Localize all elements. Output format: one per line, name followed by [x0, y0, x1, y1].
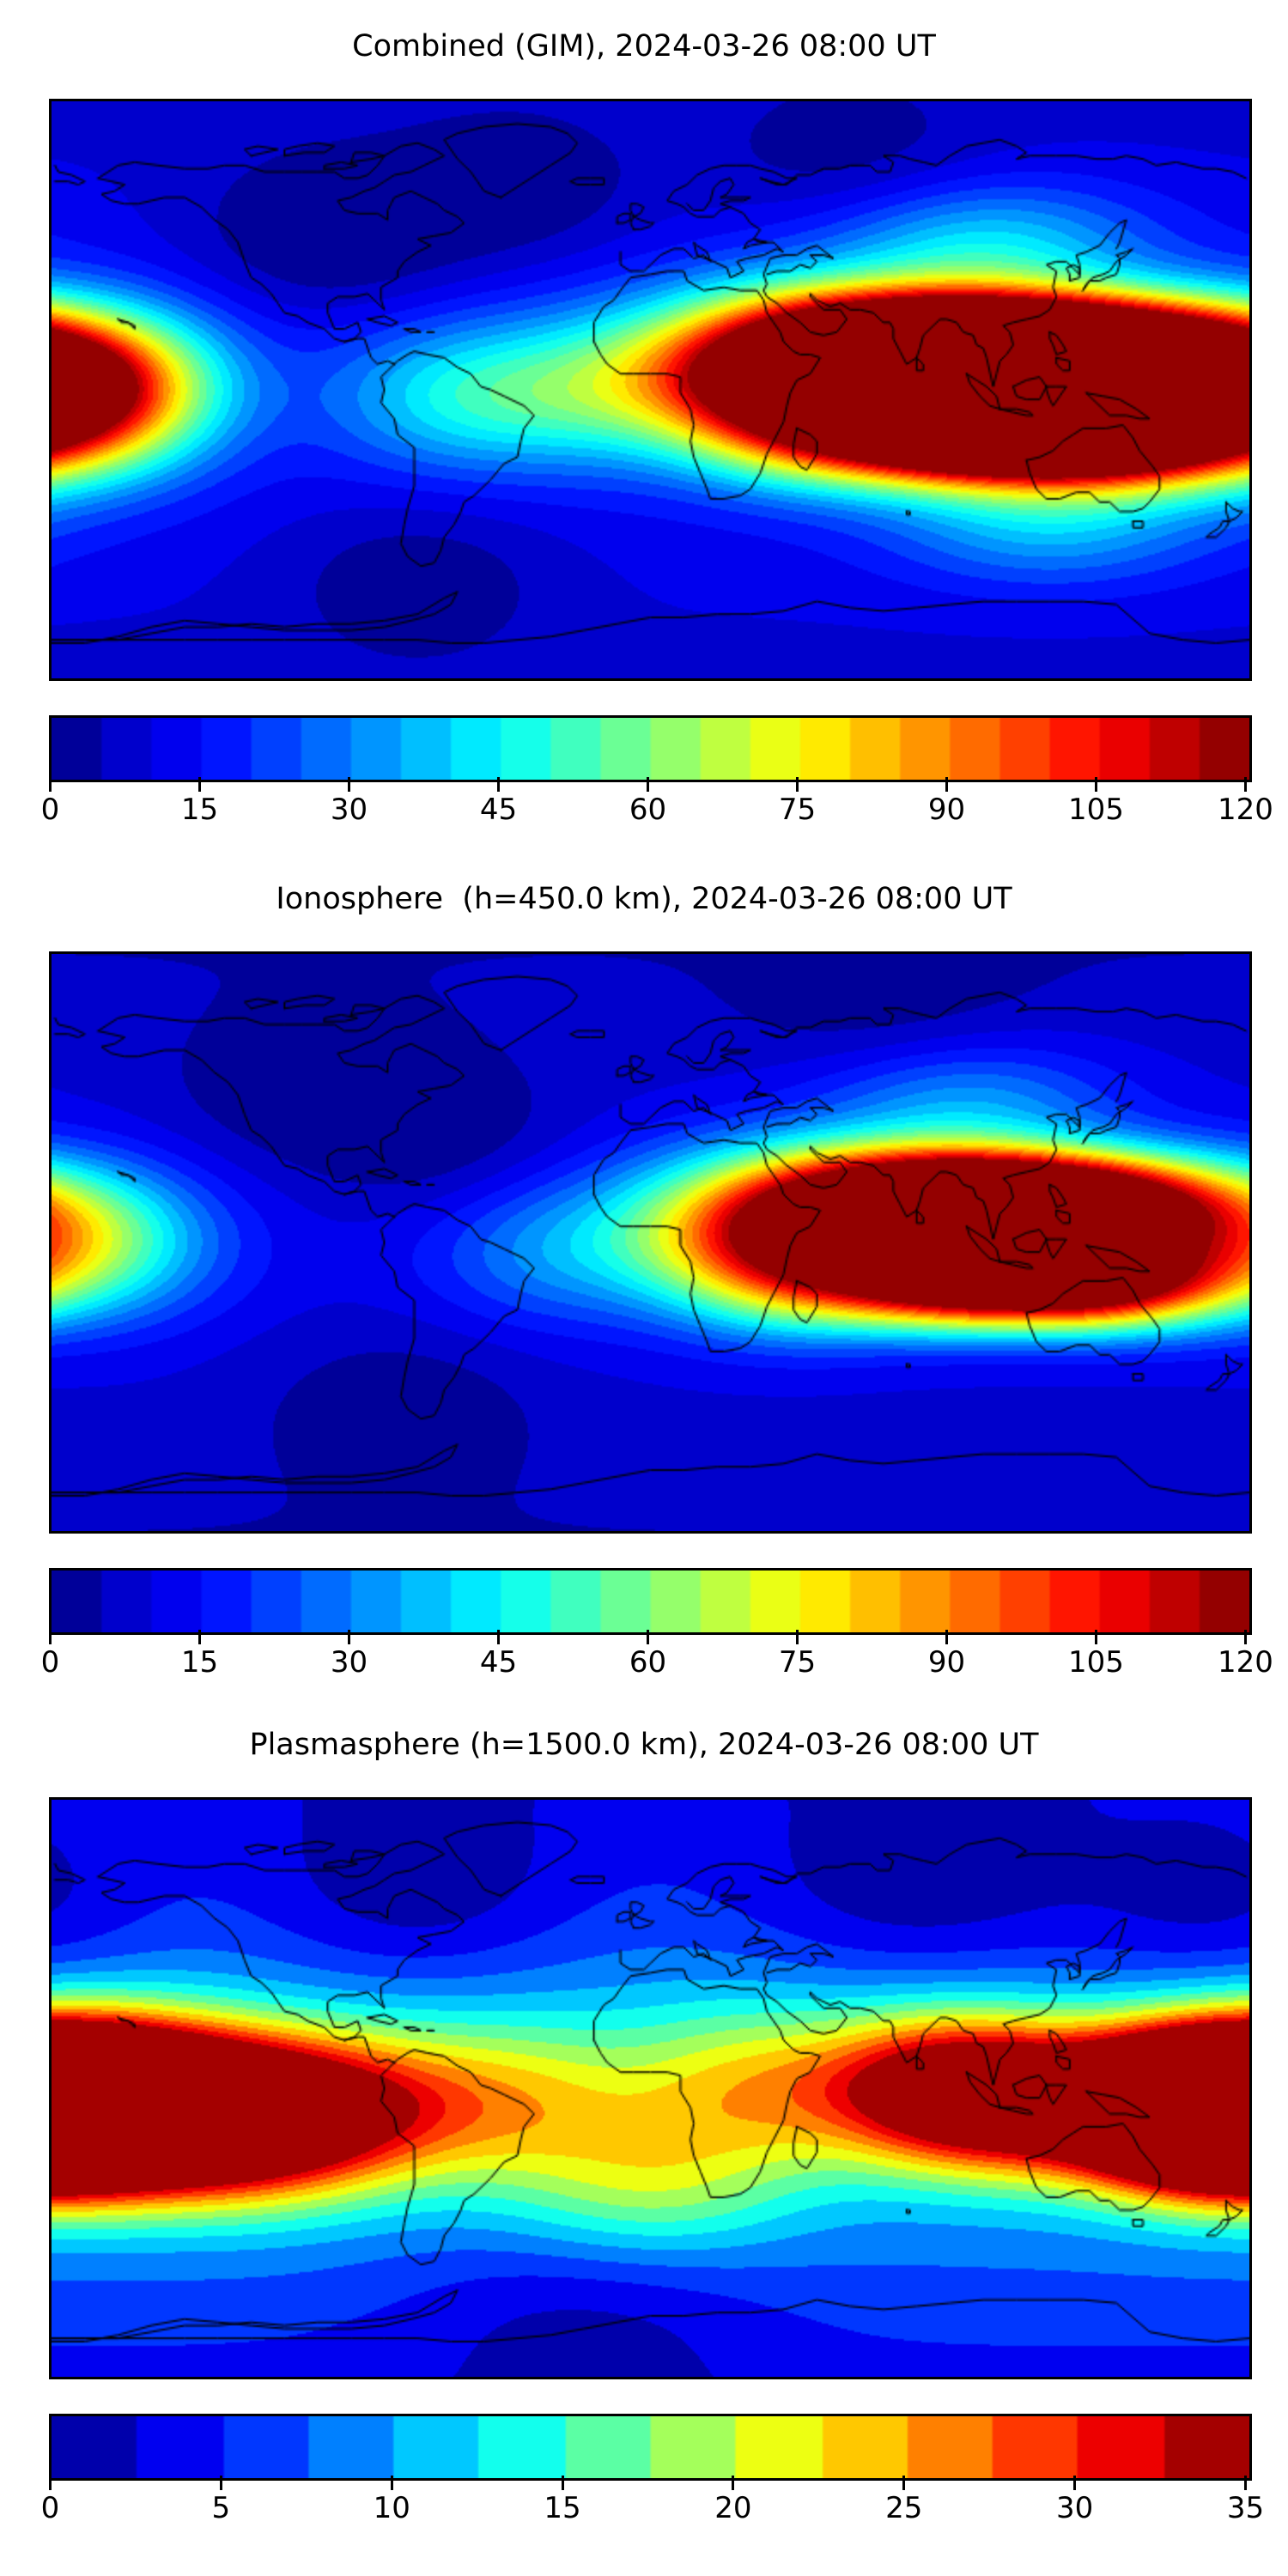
- colorbar-tick-label: 15: [544, 2491, 581, 2525]
- colorbar-tick-label: 35: [1226, 2491, 1265, 2525]
- colorbar-tick-label: 0: [40, 1645, 60, 1680]
- colorbar-ionosphere: 0 15 30 45 60 75 90 105 120: [41, 1568, 1273, 1680]
- map-canvas-plasmasphere: [52, 1800, 1249, 2377]
- colorbar-tick-label: 30: [330, 1645, 368, 1680]
- colorbar-tick-label: 90: [927, 793, 966, 827]
- map-plasmasphere: [49, 1797, 1252, 2379]
- colorbar-tick-label: 20: [714, 2491, 752, 2525]
- colorbar-tick-label: 15: [180, 793, 219, 827]
- colorbar-tick-label: 120: [1218, 793, 1273, 827]
- map-canvas-combined-gim: [52, 101, 1249, 678]
- colorbar-tick-label: 30: [1056, 2491, 1094, 2525]
- colorbar-tick-label: 5: [211, 2491, 231, 2525]
- colorbar-tick-label: 0: [40, 793, 60, 827]
- colorbar-combined-gim: 0 15 30 45 60 75 90 105 120: [41, 715, 1273, 827]
- colorbar-tick-label: 10: [373, 2491, 410, 2525]
- panel-plasmasphere: Plasmasphere (h=1500.0 km), 2024-03-26 0…: [0, 1698, 1288, 2576]
- panel-title-plasmasphere: Plasmasphere (h=1500.0 km), 2024-03-26 0…: [249, 1728, 1039, 1762]
- colorbar-tick-label: 120: [1218, 1645, 1273, 1680]
- colorbar-tick-label: 45: [479, 1645, 518, 1680]
- colorbar-canvas-combined-gim: [52, 718, 1249, 780]
- colorbar-tick-label: 90: [927, 1645, 966, 1680]
- panel-ionosphere: Ionosphere (h=450.0 km), 2024-03-26 08:0…: [0, 853, 1288, 1711]
- colorbar-tick-label: 75: [778, 1645, 817, 1680]
- panel-title-ionosphere: Ionosphere (h=450.0 km), 2024-03-26 08:0…: [276, 882, 1012, 916]
- colorbar-canvas-ionosphere: [52, 1571, 1249, 1632]
- colorbar-tick-label: 0: [40, 2491, 60, 2525]
- map-combined-gim: [49, 99, 1252, 681]
- map-canvas-ionosphere: [52, 954, 1249, 1531]
- colorbar-tick-label: 60: [629, 1645, 667, 1680]
- colorbar-tick-label: 105: [1068, 1645, 1124, 1680]
- colorbar-tick-label: 75: [778, 793, 817, 827]
- colorbar-tick-label: 30: [330, 793, 368, 827]
- colorbar-canvas-plasmasphere: [52, 2416, 1249, 2478]
- colorbar-tick-label: 15: [180, 1645, 219, 1680]
- panel-title-combined-gim: Combined (GIM), 2024-03-26 08:00 UT: [352, 29, 936, 64]
- colorbar-tick-label: 60: [629, 793, 667, 827]
- colorbar-tick-label: 105: [1068, 793, 1124, 827]
- panel-combined-gim: Combined (GIM), 2024-03-26 08:00 UT 0 15 3…: [0, 0, 1288, 859]
- map-ionosphere: [49, 951, 1252, 1534]
- colorbar-tick-label: 25: [885, 2491, 923, 2525]
- colorbar-tick-label: 45: [479, 793, 518, 827]
- colorbar-plasmasphere: 0 5 10 15 20 25 30 35: [41, 2414, 1264, 2525]
